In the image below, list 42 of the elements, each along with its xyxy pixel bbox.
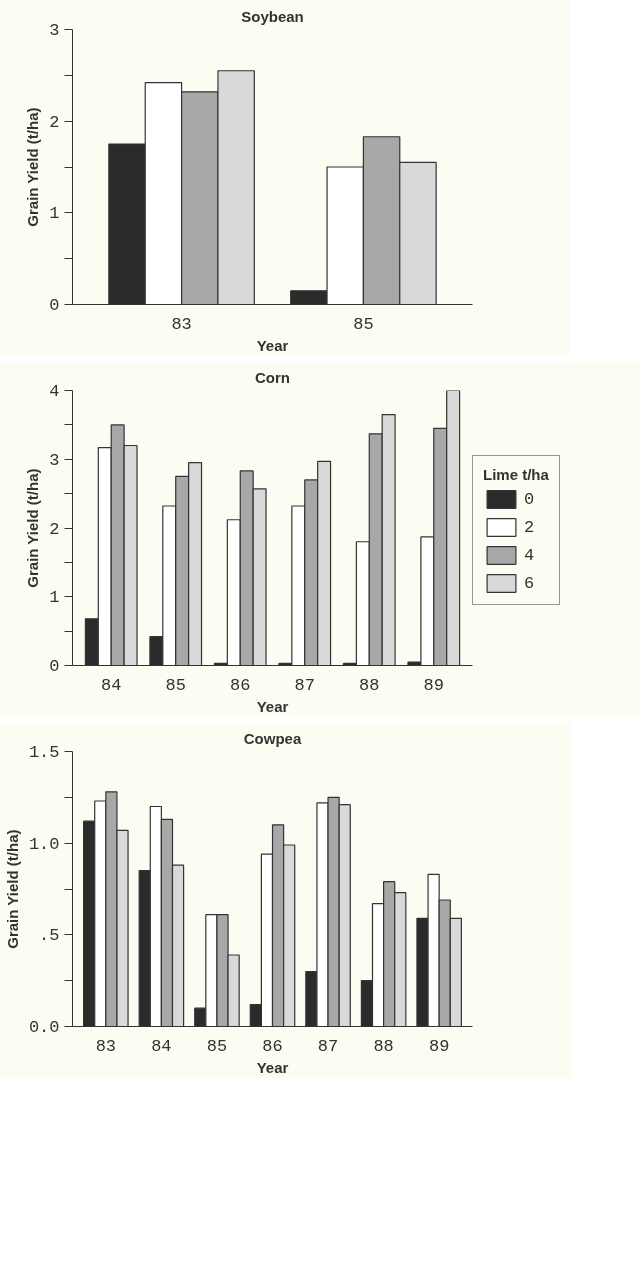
x-tick-label: 86	[230, 675, 251, 695]
x-tick-label: 85	[353, 314, 374, 334]
chart-title: Soybean	[241, 7, 304, 25]
x-tick-label: 87	[317, 1036, 339, 1056]
y-tick-label: 1	[49, 588, 60, 608]
legend-label: 0	[524, 489, 536, 509]
x-tick-label: 89	[428, 1036, 450, 1056]
x-tick-label: 88	[359, 675, 380, 695]
y-tick-label: 3	[49, 450, 60, 470]
x-tick-label: 85	[165, 675, 186, 695]
legend-label: 2	[524, 517, 536, 537]
y-tick-label: 1	[49, 204, 60, 224]
x-axis-title: Year	[256, 336, 289, 354]
legend-title: Lime t/ha	[483, 466, 549, 483]
y-tick-label: 0	[49, 657, 60, 676]
y-axis-title: Grain Yield (t/ha)	[24, 107, 42, 227]
x-tick-label: 87	[294, 675, 315, 695]
legend-label: 6	[524, 573, 536, 593]
x-tick-label: 86	[262, 1036, 283, 1056]
y-tick-label: .5	[39, 926, 60, 946]
x-tick-label: 89	[423, 675, 444, 695]
x-tick-label: 85	[206, 1036, 228, 1056]
x-tick-label: 84	[151, 1036, 172, 1056]
x-axis-title: Year	[256, 1058, 289, 1076]
x-tick-label: 83	[171, 314, 192, 334]
y-tick-label: 0.0	[28, 1018, 60, 1037]
chart-title: Corn	[255, 368, 290, 386]
chart-title: Cowpea	[243, 729, 302, 747]
x-tick-label: 84	[101, 675, 122, 695]
y-tick-label: 1.0	[28, 834, 60, 854]
x-tick-label: 83	[95, 1036, 117, 1056]
y-tick-label: 4	[49, 382, 60, 401]
x-axis-title: Year	[256, 697, 289, 715]
y-tick-label: 2	[49, 519, 60, 539]
y-tick-label: 0	[49, 296, 60, 315]
y-tick-label: 1.5	[28, 743, 60, 762]
x-tick-label: 88	[373, 1036, 394, 1056]
y-tick-label: 3	[49, 21, 60, 40]
y-tick-label: 2	[49, 112, 60, 132]
y-axis-title: Grain Yield (t/ha)	[24, 468, 42, 588]
y-axis-title: Grain Yield (t/ha)	[3, 829, 21, 949]
legend-label: 4	[524, 545, 536, 565]
